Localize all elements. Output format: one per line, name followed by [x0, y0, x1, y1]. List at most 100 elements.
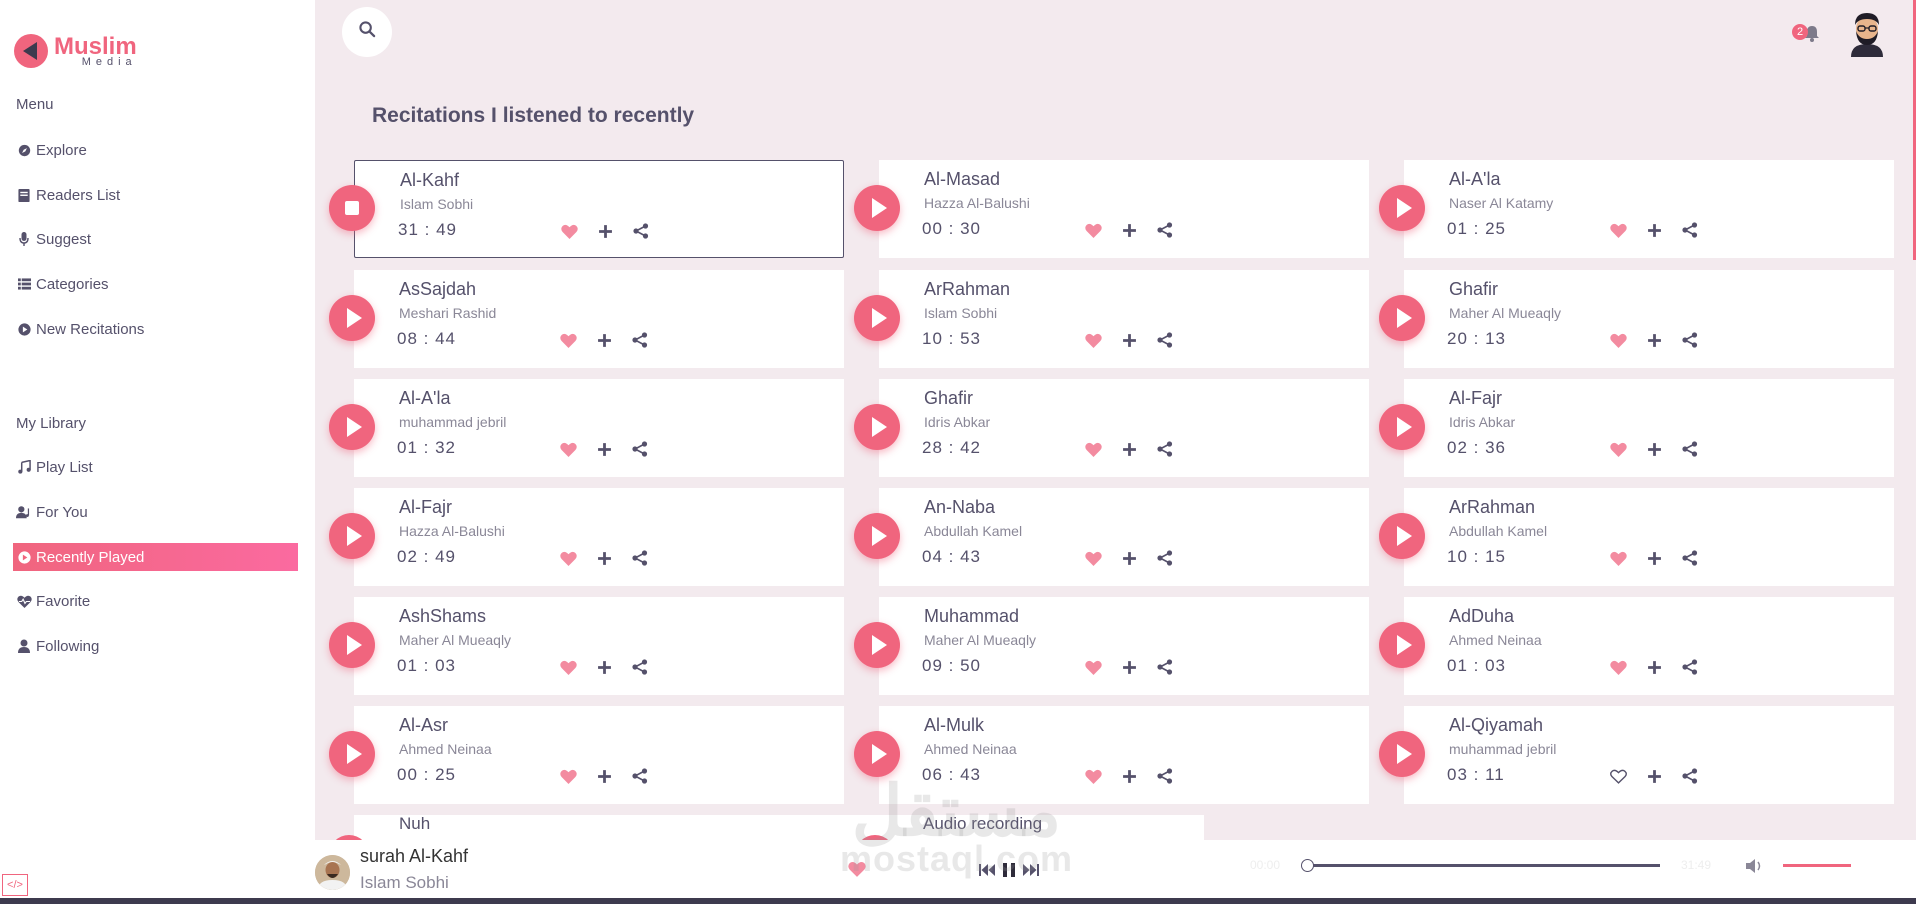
- code-icon[interactable]: </>: [2, 874, 28, 896]
- recitation-card[interactable]: Al-A'la Naser Al Katamy 01 : 25: [1404, 160, 1894, 258]
- progress-bar[interactable]: [1306, 864, 1660, 867]
- add-to-playlist-icon[interactable]: [594, 330, 614, 350]
- add-to-playlist-icon[interactable]: [1644, 766, 1664, 786]
- play-button[interactable]: [854, 404, 900, 450]
- share-icon[interactable]: [1155, 548, 1175, 568]
- play-button[interactable]: [329, 513, 375, 559]
- play-button[interactable]: [854, 731, 900, 777]
- add-to-playlist-icon[interactable]: [594, 766, 614, 786]
- add-to-playlist-icon[interactable]: [1644, 220, 1664, 240]
- share-icon[interactable]: [1680, 220, 1700, 240]
- recitation-reader[interactable]: Ahmed Neinaa: [1449, 632, 1542, 648]
- recitation-reader[interactable]: Idris Abkar: [1449, 414, 1516, 430]
- heart-icon[interactable]: [1608, 220, 1628, 240]
- recitation-reader[interactable]: Abdullah Kamel: [1449, 523, 1548, 539]
- recitation-card[interactable]: Al-Asr Ahmed Neinaa 00 : 25: [354, 706, 844, 804]
- recitation-card[interactable]: AshShams Maher Al Mueaqly 01 : 03: [354, 597, 844, 695]
- play-button[interactable]: [329, 295, 375, 341]
- recitation-card[interactable]: An-Naba Abdullah Kamel 04 : 43: [879, 488, 1369, 586]
- recitation-reader[interactable]: Abdullah Kamel: [924, 523, 1023, 539]
- sidebar-item-readers-list[interactable]: Readers List: [13, 181, 298, 209]
- recitation-reader[interactable]: Meshari Rashid: [399, 305, 497, 321]
- volume-slider[interactable]: [1783, 864, 1851, 867]
- progress-handle[interactable]: [1301, 859, 1314, 872]
- add-to-playlist-icon[interactable]: [1644, 657, 1664, 677]
- share-icon[interactable]: [1155, 657, 1175, 677]
- add-to-playlist-icon[interactable]: [1644, 439, 1664, 459]
- sidebar-item-categories[interactable]: Categories: [13, 270, 298, 298]
- volume-icon[interactable]: [1745, 858, 1765, 879]
- add-to-playlist-icon[interactable]: [1119, 548, 1139, 568]
- share-icon[interactable]: [1680, 548, 1700, 568]
- add-to-playlist-icon[interactable]: [594, 657, 614, 677]
- heart-icon[interactable]: [558, 766, 578, 786]
- share-icon[interactable]: [1155, 766, 1175, 786]
- recitation-reader[interactable]: Naser Al Katamy: [1449, 195, 1554, 211]
- recitation-reader[interactable]: Islam Sobhi: [924, 305, 998, 321]
- share-icon[interactable]: [630, 330, 650, 350]
- add-to-playlist-icon[interactable]: [1119, 439, 1139, 459]
- play-button[interactable]: [854, 295, 900, 341]
- play-button[interactable]: [329, 622, 375, 668]
- heart-icon[interactable]: [1608, 330, 1628, 350]
- pause-icon[interactable]: [1001, 862, 1017, 883]
- heart-icon[interactable]: [1608, 439, 1628, 459]
- next-track-icon[interactable]: [1021, 863, 1039, 882]
- add-to-playlist-icon[interactable]: [1644, 548, 1664, 568]
- play-button[interactable]: [1379, 185, 1425, 231]
- recitation-card[interactable]: Al-Mulk Ahmed Neinaa 06 : 43: [879, 706, 1369, 804]
- share-icon[interactable]: [1680, 330, 1700, 350]
- recitation-reader[interactable]: muhammad jebril: [399, 414, 507, 430]
- recitation-card[interactable]: AsSajdah Meshari Rashid 08 : 44: [354, 270, 844, 368]
- share-icon[interactable]: [1155, 220, 1175, 240]
- recitation-card[interactable]: Al-A'la muhammad jebril 01 : 32: [354, 379, 844, 477]
- recitation-card[interactable]: Al-Masad Hazza Al-Balushi 00 : 30: [879, 160, 1369, 258]
- play-button[interactable]: [329, 404, 375, 450]
- add-to-playlist-icon[interactable]: [595, 221, 615, 241]
- recitation-reader[interactable]: Ahmed Neinaa: [924, 741, 1017, 757]
- add-to-playlist-icon[interactable]: [594, 548, 614, 568]
- add-to-playlist-icon[interactable]: [1119, 220, 1139, 240]
- sidebar-item-for-you[interactable]: For You: [13, 498, 298, 526]
- heart-icon[interactable]: [1083, 657, 1103, 677]
- recitation-reader[interactable]: Hazza Al-Balushi: [399, 523, 505, 539]
- add-to-playlist-icon[interactable]: [594, 439, 614, 459]
- recitation-reader[interactable]: Ahmed Neinaa: [399, 741, 492, 757]
- play-button[interactable]: [854, 622, 900, 668]
- add-to-playlist-icon[interactable]: [1119, 657, 1139, 677]
- recitation-card[interactable]: AdDuha Ahmed Neinaa 01 : 03: [1404, 597, 1894, 695]
- heart-icon[interactable]: [1083, 330, 1103, 350]
- share-icon[interactable]: [1680, 657, 1700, 677]
- add-to-playlist-icon[interactable]: [1644, 330, 1664, 350]
- play-button[interactable]: [854, 185, 900, 231]
- play-button[interactable]: [1379, 513, 1425, 559]
- sidebar-item-explore[interactable]: Explore: [13, 136, 298, 164]
- heart-icon[interactable]: [559, 221, 579, 241]
- share-icon[interactable]: [631, 221, 651, 241]
- previous-track-icon[interactable]: [979, 863, 997, 882]
- recitation-card[interactable]: Ghafir Idris Abkar 28 : 42: [879, 379, 1369, 477]
- avatar[interactable]: [1847, 11, 1887, 57]
- sidebar-item-favorite[interactable]: Favorite: [13, 587, 298, 615]
- share-icon[interactable]: [630, 439, 650, 459]
- recitation-reader[interactable]: muhammad jebril: [1449, 741, 1557, 757]
- share-icon[interactable]: [630, 766, 650, 786]
- recitation-reader[interactable]: Maher Al Mueaqly: [1449, 305, 1562, 321]
- recitation-reader[interactable]: Maher Al Mueaqly: [924, 632, 1037, 648]
- recitation-reader[interactable]: Idris Abkar: [924, 414, 991, 430]
- play-button[interactable]: [1379, 295, 1425, 341]
- search-button[interactable]: [342, 7, 392, 57]
- heart-icon[interactable]: [1083, 439, 1103, 459]
- sidebar-item-new-recitations[interactable]: New Recitations: [13, 315, 298, 343]
- stop-button[interactable]: [329, 185, 375, 231]
- add-to-playlist-icon[interactable]: [1119, 766, 1139, 786]
- play-button[interactable]: [329, 731, 375, 777]
- sidebar-item-following[interactable]: Following: [13, 632, 298, 660]
- heart-icon[interactable]: [1083, 220, 1103, 240]
- recitation-card[interactable]: Al-Kahf Islam Sobhi 31 : 49: [354, 160, 844, 258]
- heart-icon[interactable]: [1608, 766, 1628, 786]
- heart-icon[interactable]: [558, 330, 578, 350]
- play-button[interactable]: [854, 513, 900, 559]
- sidebar-item-recently-played[interactable]: Recently Played: [13, 543, 298, 571]
- like-button[interactable]: [848, 861, 866, 882]
